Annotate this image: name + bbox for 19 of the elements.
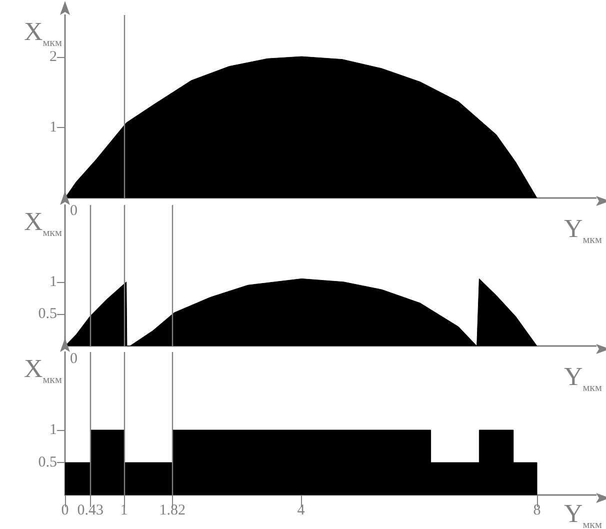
y-tick-label: 1: [50, 422, 57, 438]
x-axis-title: Y$_{мкм}$: [564, 214, 602, 248]
y-tick-label: 1: [50, 274, 57, 290]
x-axis-title: Y$_{мкм}$: [564, 499, 602, 529]
x-tick-label: 1.82: [159, 502, 186, 518]
x-axis-title: Y$_{мкм}$: [564, 362, 602, 396]
y-axis-title: X$_{мкм}$: [24, 207, 62, 242]
annotation: 0: [70, 203, 78, 219]
y-axis-title: X$_{мкм}$: [24, 17, 62, 50]
y-tick-label: 1: [50, 120, 57, 136]
x-tick-label: 0: [61, 502, 69, 518]
x-tick-label: 0.43: [77, 502, 104, 518]
x-tick-label: 8: [533, 502, 541, 518]
y-axis-title: X$_{мкм}$: [24, 354, 62, 388]
y-tick-label: 0.5: [38, 306, 57, 322]
y-tick-label: 2: [50, 49, 57, 66]
annotation: 0: [70, 351, 78, 367]
x-tick-label: 4: [297, 502, 306, 518]
y-tick-label: 0.5: [38, 454, 57, 470]
